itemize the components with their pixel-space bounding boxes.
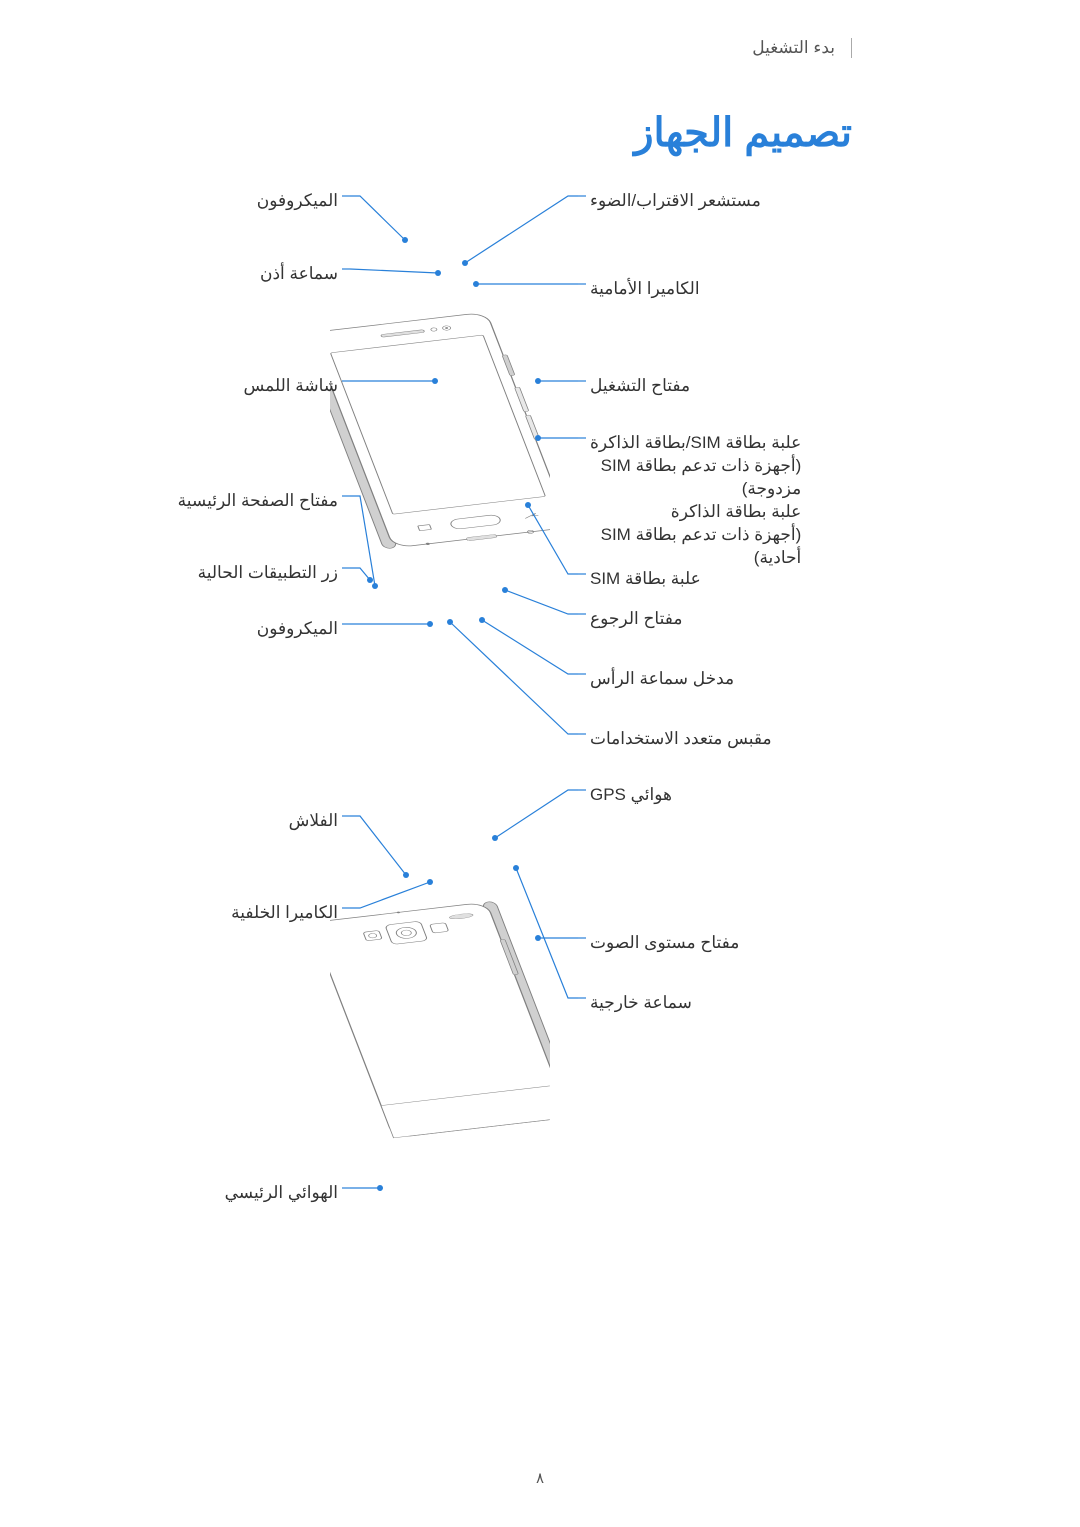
label-main-antenna: الهوائي الرئيسي xyxy=(225,1182,338,1205)
label-rear-camera: الكاميرا الخلفية xyxy=(231,902,338,925)
label-recent-apps: زر التطبيقات الحالية xyxy=(198,562,338,585)
label-front-camera: الكاميرا الأمامية xyxy=(590,278,700,301)
phone-back-illustration xyxy=(330,810,550,1230)
phone-front-illustration xyxy=(330,220,550,640)
page-number: ٨ xyxy=(536,1469,544,1487)
label-multi-jack: مقبس متعدد الاستخدامات xyxy=(590,728,772,751)
label-headset-jack: مدخل سماعة الرأس xyxy=(590,668,734,691)
label-microphone-top: الميكروفون xyxy=(257,190,338,213)
label-home-key: مفتاح الصفحة الرئيسية xyxy=(178,490,338,513)
header-section: بدء التشغيل xyxy=(752,38,852,58)
label-gps-antenna: هوائي GPS xyxy=(590,784,672,807)
page-title: تصميم الجهاز xyxy=(634,110,852,156)
label-sim-tray: علبة بطاقة SIM xyxy=(590,568,701,591)
label-speaker: سماعة خارجية xyxy=(590,992,692,1015)
label-microphone-bottom: الميكروفون xyxy=(257,618,338,641)
label-touchscreen: شاشة اللمس xyxy=(243,375,338,398)
diagram-container: الميكروفون سماعة أذن شاشة اللمس مفتاح الصفح… xyxy=(0,170,1080,1420)
label-back-key: مفتاح الرجوع xyxy=(590,608,682,631)
label-sim-memory-tray: علبة بطاقة SIM/بطاقة الذاكرة(أجهزة ذات ت… xyxy=(590,432,801,570)
label-power-key: مفتاح التشغيل xyxy=(590,375,690,398)
label-volume-key: مفتاح مستوى الصوت xyxy=(590,932,739,955)
label-earpiece: سماعة أذن xyxy=(260,263,338,286)
label-flash: الفلاش xyxy=(289,810,338,833)
label-proximity-sensor: مستشعر الاقتراب/الضوء xyxy=(590,190,761,213)
